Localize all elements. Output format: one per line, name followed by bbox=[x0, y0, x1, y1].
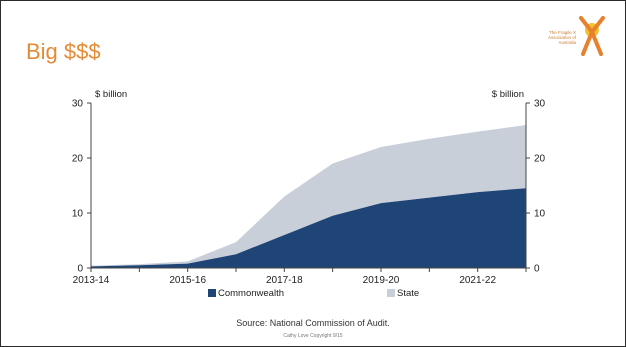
legend-label-commonwealth: Commonwealth bbox=[218, 288, 284, 299]
x-tick-label: 2013-14 bbox=[73, 275, 110, 286]
x-tick-label: 2021-22 bbox=[459, 275, 496, 286]
y-tick-label-right: 0 bbox=[534, 264, 540, 275]
y-tick-label-left: 10 bbox=[72, 209, 84, 220]
legend-swatch-commonwealth bbox=[208, 289, 216, 297]
series-area-state bbox=[91, 125, 526, 267]
x-tick-label: 2019-20 bbox=[363, 275, 400, 286]
y-tick-label-right: 10 bbox=[534, 209, 546, 220]
logo: The Fragile X Association of Australia bbox=[540, 16, 606, 62]
source-note: Source: National Commission of Audit. bbox=[236, 318, 390, 328]
stacked-area-chart: 0 0 10 10 20 20 30 30 $ billion $ billion 2013-14 2… bbox=[72, 89, 546, 299]
y-tick-label-right: 30 bbox=[534, 99, 546, 110]
y-tick-label-left: 30 bbox=[72, 99, 84, 110]
slide-title: Big $$$ bbox=[26, 39, 101, 64]
series-area-commonwealth bbox=[91, 188, 526, 268]
legend-swatch-state bbox=[387, 289, 395, 297]
y-axis-label-left: $ billion bbox=[95, 89, 127, 100]
logo-figure-icon bbox=[579, 16, 605, 56]
x-tick-label: 2015-16 bbox=[169, 275, 206, 286]
legend-label-state: State bbox=[397, 288, 419, 299]
y-tick-label-right: 20 bbox=[534, 154, 546, 165]
x-tick-label: 2017-18 bbox=[266, 275, 303, 286]
y-axis-label-right: $ billion bbox=[492, 89, 524, 100]
logo-text: The Fragile X Association of Australia bbox=[547, 30, 576, 45]
y-tick-label-left: 20 bbox=[72, 154, 84, 165]
y-tick-label-left: 0 bbox=[77, 264, 83, 275]
copyright-note: Cathy Love Copyright 9/15 bbox=[283, 333, 343, 339]
